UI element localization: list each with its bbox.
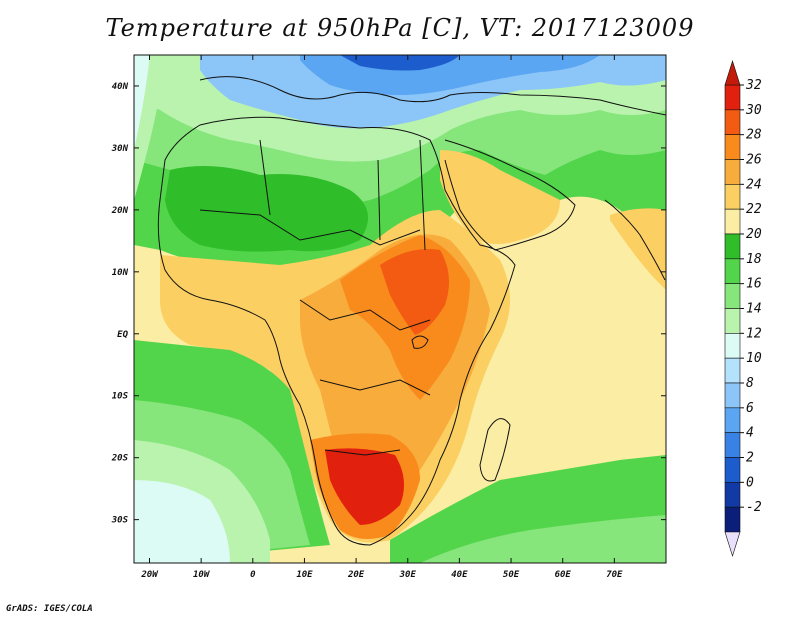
india-coast: [604, 199, 666, 281]
border-1: [199, 209, 421, 246]
colorbar-segment: [724, 84, 741, 111]
arabia-coast: [444, 139, 576, 251]
border-5: [377, 159, 381, 241]
lake-victoria: [411, 335, 429, 349]
colorbar-label: -2: [746, 500, 762, 515]
lon-label: 10W: [193, 570, 211, 580]
colorbar-label: 8: [746, 376, 754, 391]
chart-title: Temperature at 950hPa [C], VT: 201712300…: [105, 14, 695, 42]
colorbar-label: 6: [746, 401, 754, 416]
lat-label: 10S: [112, 392, 129, 402]
border-6: [419, 139, 426, 251]
lat-label: 20S: [111, 454, 129, 464]
southeast-ocean-lightgreen: [420, 515, 666, 563]
lon-label: 0: [250, 570, 256, 580]
lat-label: 10N: [112, 268, 129, 278]
border-4: [324, 449, 401, 456]
lat-label: 30N: [111, 144, 129, 154]
colorbar-label: 28: [746, 128, 762, 143]
africa-red-core: [380, 249, 449, 335]
colorbar-segment: [724, 283, 741, 309]
africa-coastline: [157, 116, 516, 546]
colorbar-label: 24: [746, 177, 762, 192]
west-atlantic-cyan: [134, 55, 150, 150]
colorbar-label: 16: [746, 277, 762, 292]
coastlines: [157, 76, 666, 546]
arabia-warm: [440, 150, 560, 244]
map-frame: [133, 54, 667, 564]
border-7: [259, 139, 271, 216]
lon-label: 70E: [606, 570, 623, 580]
colorbar-segment: [724, 208, 741, 235]
credit-text: GrADS: IGES/COLA: [6, 604, 93, 614]
madagascar: [479, 418, 511, 482]
lon-label: 40E: [451, 570, 468, 580]
colorbar-segment: [724, 184, 741, 210]
colorbar-label: 32: [745, 78, 762, 93]
colorbar-segment: [724, 482, 741, 508]
border-2: [299, 299, 431, 331]
colorbar-segment: [724, 357, 741, 384]
north-cold-core: [340, 55, 460, 71]
border-3: [319, 379, 431, 396]
colorbar-segment: [724, 407, 741, 433]
colorbar-segment: [724, 159, 741, 185]
sahara-green: [165, 166, 368, 252]
lat-label: EQ: [117, 330, 128, 340]
lon-label: 20E: [347, 570, 365, 580]
lat-label: 30S: [111, 516, 129, 526]
lon-label: 50E: [503, 570, 520, 580]
latitude-axis: 40N 30N 20N 10N EQ 10S 20S 30S: [111, 82, 666, 526]
colorbar-segment: [724, 109, 741, 135]
colorbar-segment: [724, 432, 741, 458]
southafrica-red: [325, 448, 404, 525]
colorbar-top-arrow: [724, 59, 741, 86]
lon-label: 20W: [140, 570, 159, 580]
colorbar-label: 18: [746, 252, 762, 267]
colorbar-label: 10: [746, 351, 762, 366]
colorbar-label: 12: [746, 326, 762, 341]
colorbar-label: 22: [746, 202, 762, 217]
lon-label: 60E: [555, 570, 572, 580]
colorbar-segment: [724, 134, 741, 160]
colorbar-segment: [724, 506, 741, 533]
colorbar-segment: [724, 308, 741, 334]
lon-label: 30E: [399, 570, 417, 580]
colorbar-label: 30: [745, 103, 762, 118]
colorbar-segment: [724, 233, 741, 260]
colorbar-label: 20: [746, 227, 762, 242]
south-ocean-cyan: [134, 480, 230, 563]
colorbar-segment: [724, 333, 741, 359]
lon-label: 10E: [296, 570, 313, 580]
colorbar-label: 0: [746, 475, 754, 490]
lat-label: 40N: [112, 82, 129, 92]
colorbar-label: 14: [746, 302, 762, 317]
lat-label: 20N: [111, 206, 129, 216]
india-warm: [610, 208, 666, 290]
mediterranean-north: [199, 76, 666, 116]
colorbar-segment: [724, 457, 741, 483]
longitude-axis: 20W 10W 0 10E 20E 30E 40E 50E 60E 70E: [140, 55, 623, 580]
temperature-field: [134, 55, 666, 563]
colorbar-segment: [724, 258, 741, 284]
colorbar-segment: [724, 382, 741, 409]
colorbar-bottom-arrow: [724, 531, 741, 558]
colorbar-label: 2: [746, 451, 754, 466]
colorbar-label: 26: [746, 153, 762, 168]
colorbar-label: 4: [746, 426, 754, 441]
